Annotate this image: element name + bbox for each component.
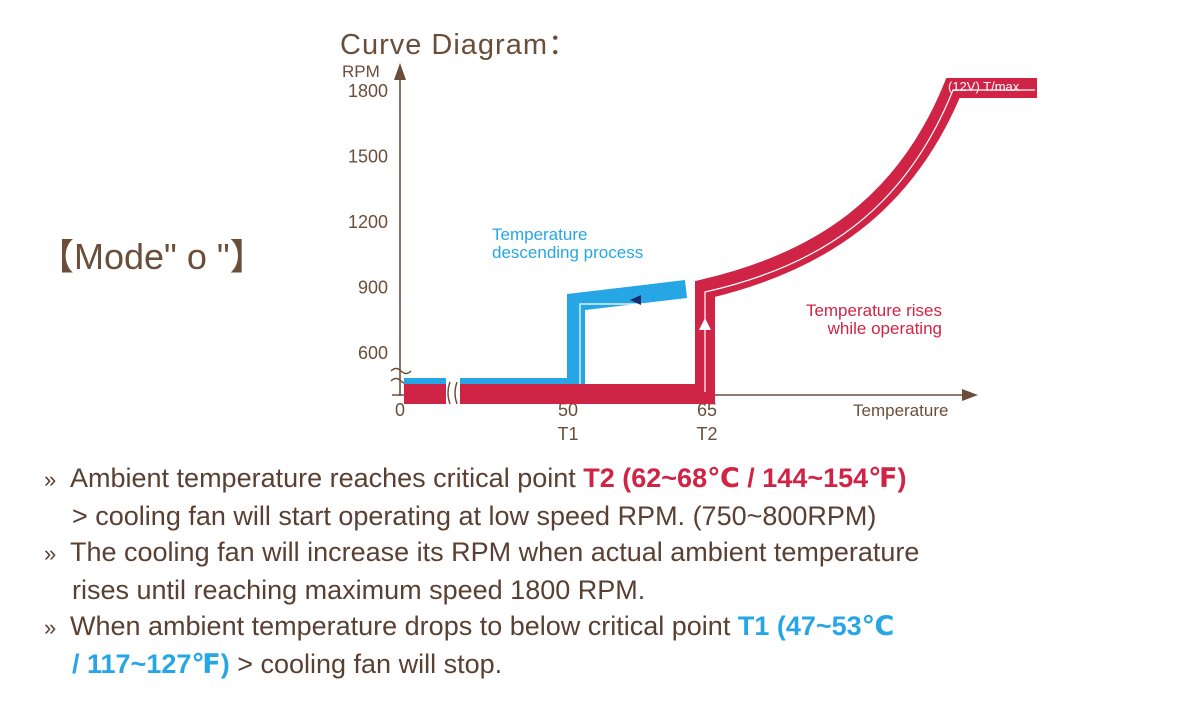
descending-curve [404, 280, 688, 396]
x-tick-label: 50 [558, 400, 578, 420]
rising-label-line-1: Temperature rises [806, 301, 942, 320]
note-1-cont: > cooling fan will start operating at lo… [44, 498, 1184, 534]
chart-title: Curve Diagram： [340, 29, 578, 61]
note-3: » When ambient temperature drops to below… [44, 608, 1184, 646]
max-speed-label: (12V) T/max [948, 79, 1020, 94]
y-axis-label: RPM [342, 62, 380, 81]
mode-label: 【Mode" o "】 [38, 236, 266, 277]
curve-diagram: Curve Diagram： RPM Temperature 180015001… [340, 29, 1037, 444]
rising-arrow-icon [699, 318, 711, 330]
note-2: » The cooling fan will increase its RPM w… [44, 534, 1184, 572]
x-axis-break-gap [446, 382, 460, 404]
note-2-text: The cooling fan will increase its RPM wh… [70, 537, 920, 567]
note-3-cont: / 117~127℉) > cooling fan will stop. [44, 646, 1184, 682]
x-tick-label: 0 [395, 400, 405, 420]
y-tick-label: 1500 [348, 147, 388, 167]
descending-label-line-2: descending process [492, 243, 643, 262]
t2-range: T2 (62~68℃ / 144~154℉) [583, 463, 907, 493]
x-tick-sublabel: T2 [696, 424, 717, 444]
x-tick-label: 65 [697, 400, 717, 420]
x-axis-break-icon [447, 381, 458, 405]
rising-curve [404, 78, 1037, 404]
bullet-icon: » [44, 615, 57, 640]
x-tick-sublabel: T1 [557, 424, 578, 444]
note-1-cont-text: > cooling fan will start operating at lo… [72, 501, 877, 531]
note-1: » Ambient temperature reaches critical po… [44, 460, 1184, 498]
y-tick-label: 1800 [348, 81, 388, 101]
y-tick-label: 900 [358, 278, 388, 298]
rising-guide-line [704, 89, 1035, 392]
note-1-text: Ambient temperature reaches critical poi… [70, 463, 584, 493]
t1-range-celsius: T1 (47~53℃ [737, 611, 895, 641]
y-tick-label: 1200 [348, 212, 388, 232]
t1-range-fahrenheit: / 117~127℉) [72, 649, 230, 679]
y-ticks: 1800 1500 1200 900 600 [348, 81, 388, 363]
x-axis-label: Temperature [853, 401, 948, 420]
note-2-cont-text: rises until reaching maximum speed 1800 … [72, 575, 646, 605]
note-3-cont-text: > cooling fan will stop. [229, 649, 503, 679]
note-3-text: When ambient temperature drops to below … [70, 611, 738, 641]
bullet-icon: » [44, 467, 57, 492]
notes: » Ambient temperature reaches critical po… [44, 460, 1184, 682]
descending-arrow-icon [630, 295, 641, 305]
rising-label-line-2: while operating [827, 319, 942, 338]
descending-label-line-1: Temperature [492, 225, 587, 244]
bullet-icon: » [44, 541, 57, 566]
x-axis-arrow [962, 389, 978, 401]
rising-band [404, 78, 1037, 404]
y-tick-label: 600 [358, 343, 388, 363]
note-2-cont: rises until reaching maximum speed 1800 … [44, 572, 1184, 608]
axes [390, 63, 978, 405]
x-ticks: 0 50 T1 65 T2 [395, 400, 718, 444]
y-axis-arrow [394, 63, 406, 80]
